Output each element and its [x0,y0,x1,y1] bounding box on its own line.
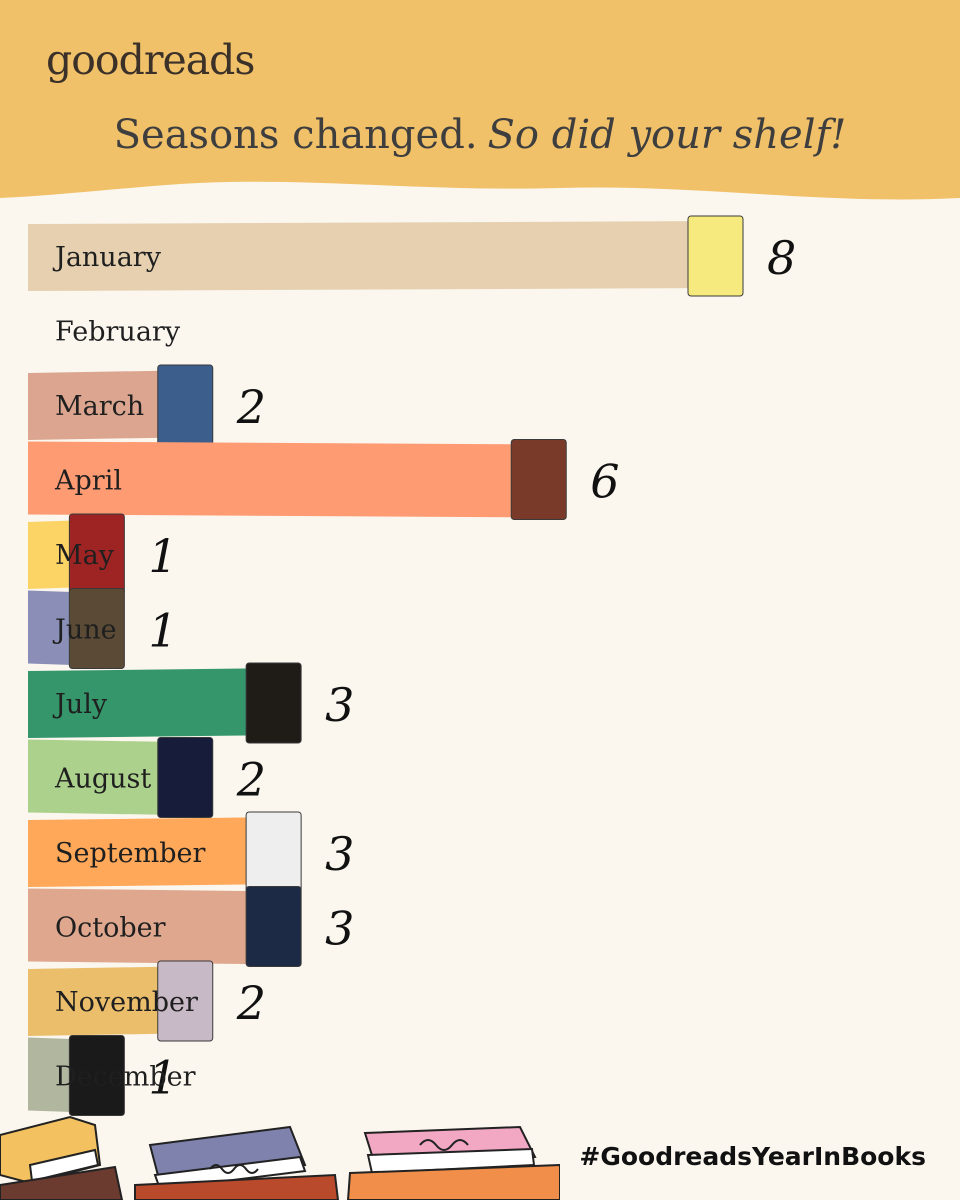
bar-july [28,668,294,738]
month-label-january: January [52,242,162,273]
book-cover-april[interactable] [510,439,567,520]
bar-april [28,441,559,518]
count-label-april: 6 [590,455,619,509]
count-label-june: 1 [148,604,177,658]
bar-row-february: February [55,317,181,348]
bar-row-october: 3 October [28,886,354,967]
month-label-february: February [55,317,181,348]
month-label-august: August [54,764,151,795]
month-label-december: December [55,1062,196,1093]
book-cover-september[interactable] [245,811,302,893]
header-banner: goodreads Seasons changed. So did your sh… [0,0,960,210]
bar-january [28,221,735,291]
bar-row-august: 2 August [28,737,266,818]
book-cover-november[interactable] [157,960,214,1042]
bar-row-january: 8 January [28,215,796,297]
count-label-august: 2 [236,753,266,807]
book-cover-august[interactable] [157,737,214,818]
month-label-september: September [55,838,205,869]
headline-emphasis: So did your shelf! [487,112,847,158]
bar-row-september: 3 September [28,811,354,893]
book-middle [134,1125,340,1200]
month-label-may: May [55,540,115,571]
month-label-july: July [52,689,108,720]
count-label-november: 2 [236,976,266,1030]
bar-september [28,817,294,887]
bar-row-april: 6 April [28,439,620,520]
headline-main: Seasons changed. [113,112,478,158]
count-label-march: 2 [236,380,266,434]
hashtag[interactable]: #GoodreadsYearInBooks [579,1142,926,1171]
bar-october [28,888,294,965]
book-cover-january[interactable] [687,215,744,297]
month-label-june: June [52,615,117,646]
month-label-november: November [55,987,198,1018]
book-cover-june[interactable] [68,588,125,669]
month-label-april: April [54,466,122,497]
goodreads-logo[interactable]: goodreads [46,36,255,84]
count-label-may: 1 [148,529,177,583]
book-stack-illustration [0,1115,560,1200]
book-cover-december[interactable] [68,1035,125,1116]
book-cover-july[interactable] [245,662,302,744]
book-right [346,1125,560,1200]
month-label-october: October [55,913,166,944]
month-label-march: March [55,391,144,422]
book-cover-october[interactable] [245,886,302,967]
headline: Seasons changed. So did your shelf! [0,112,960,158]
bar-row-march: 2 March [28,364,266,446]
header-wave [0,0,960,200]
count-label-january: 8 [767,231,796,285]
count-label-december: 1 [148,1051,177,1105]
count-label-october: 3 [325,902,354,956]
bar-row-july: 3 July [28,662,354,744]
bar-row-june: 1 June [28,588,178,669]
book-cover-march[interactable] [157,364,214,446]
bar-row-may: 1 May [28,513,178,595]
book-left [0,1115,124,1200]
count-label-july: 3 [325,678,354,732]
count-label-september: 3 [325,827,354,881]
bar-row-november: 2 November [28,960,266,1042]
